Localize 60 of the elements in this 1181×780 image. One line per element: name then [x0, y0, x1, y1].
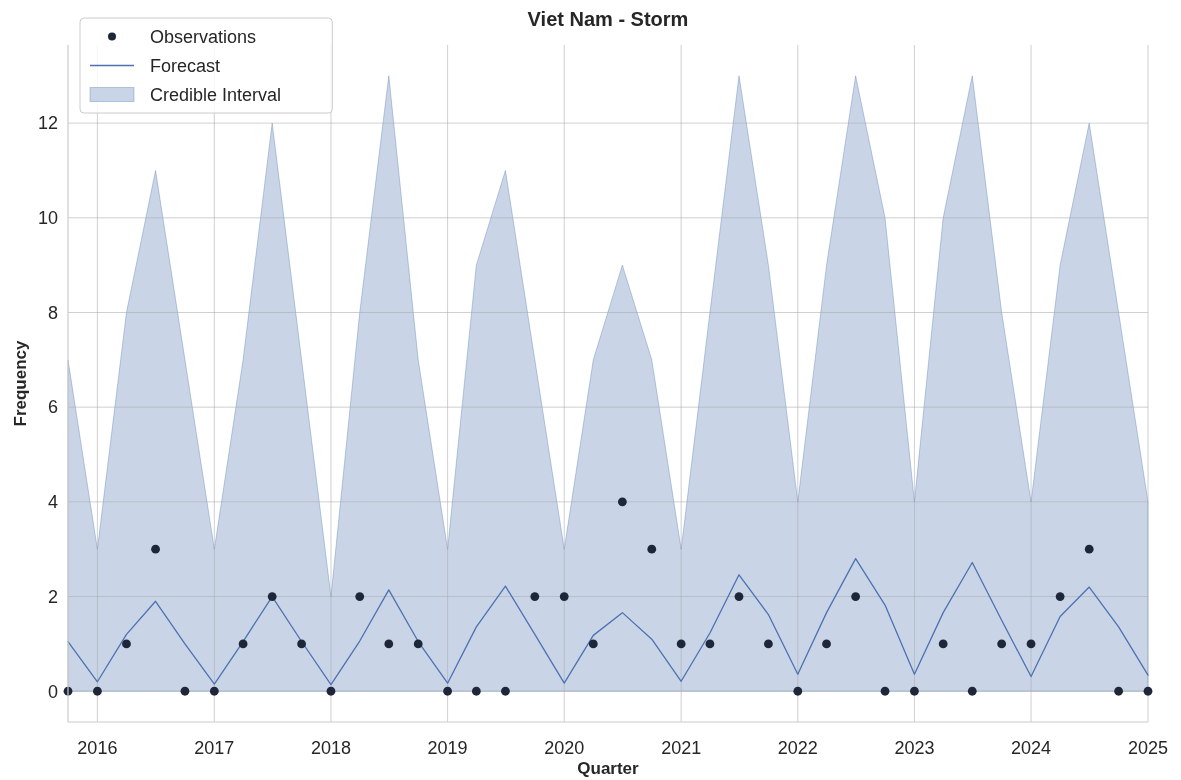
- point: [997, 639, 1007, 649]
- point: [122, 639, 131, 649]
- point: [967, 686, 977, 696]
- point: [1114, 686, 1123, 696]
- y-tick-label: 0: [47, 681, 58, 702]
- x-tick-label: 2017: [194, 738, 235, 758]
- point: [93, 686, 102, 696]
- legend-label: Credible Interval: [150, 84, 282, 105]
- point: [384, 639, 394, 649]
- x-tick-label: 2019: [427, 738, 468, 758]
- point: [1143, 686, 1153, 696]
- y-tick-label: 4: [47, 492, 58, 513]
- y-axis-title: Frequency: [11, 339, 30, 427]
- point: [559, 592, 569, 601]
- x-axis-title: Quarter: [577, 759, 640, 778]
- point: [617, 497, 627, 507]
- x-tick-label: 2016: [77, 738, 118, 758]
- point: [822, 639, 831, 649]
- point: [793, 686, 803, 696]
- x-tick-label: 2018: [310, 738, 351, 758]
- point: [326, 686, 336, 696]
- point: [910, 686, 919, 696]
- x-tick-label: 2024: [1011, 738, 1052, 758]
- point: [1055, 592, 1065, 601]
- point: [443, 686, 452, 696]
- point: [676, 639, 686, 649]
- y-tick-label: 12: [37, 113, 58, 134]
- x-tick-label: 2023: [894, 738, 935, 758]
- point: [238, 639, 248, 649]
- x-tick-label: 2025: [1127, 738, 1169, 758]
- point: [297, 639, 306, 649]
- point: [1084, 544, 1094, 554]
- x-tick-label: 2020: [544, 738, 585, 758]
- point: [734, 592, 744, 601]
- legend-label: Forecast: [150, 55, 221, 76]
- point: [209, 686, 219, 696]
- point: [501, 686, 510, 696]
- point: [647, 544, 657, 554]
- point: [471, 686, 481, 696]
- y-tick-label: 8: [47, 302, 58, 323]
- y-tick-label: 2: [47, 586, 58, 607]
- legend-label: Observations: [150, 26, 257, 47]
- point: [1026, 639, 1036, 649]
- x-tick-label: 2022: [777, 738, 818, 758]
- y-tick-label: 10: [37, 208, 58, 229]
- y-tick-label: 6: [47, 397, 58, 418]
- point: [938, 639, 948, 649]
- point: [588, 639, 598, 649]
- chart-title: Viet Nam - Storm: [527, 8, 689, 30]
- point: [764, 639, 773, 649]
- point: [151, 544, 160, 554]
- point: [267, 592, 277, 601]
- x-tick-label: 2021: [661, 738, 702, 758]
- point: [355, 592, 365, 601]
- point: [851, 592, 861, 601]
- point: [880, 686, 890, 696]
- point: [180, 686, 190, 696]
- point: [705, 639, 715, 649]
- point: [530, 592, 540, 601]
- point: [413, 639, 423, 649]
